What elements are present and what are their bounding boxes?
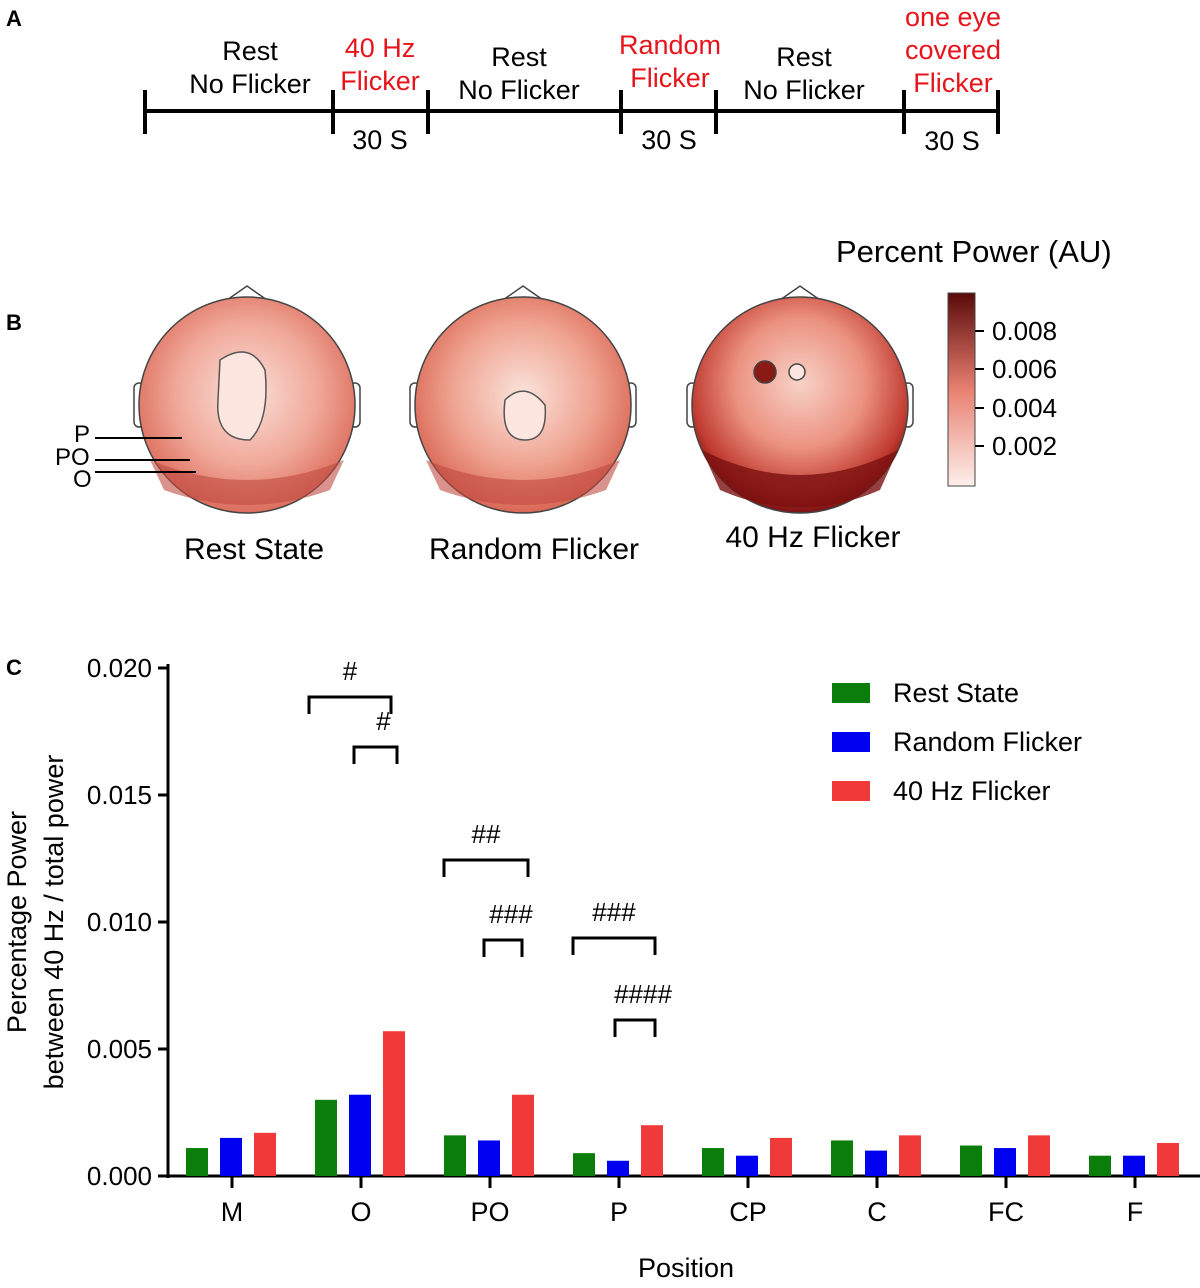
- x-axis-label: Position: [638, 1253, 734, 1283]
- x-tick-label: PO: [470, 1197, 509, 1227]
- bar-random-flicker: [478, 1140, 500, 1176]
- map-title-40hz: 40 Hz Flicker: [725, 521, 901, 554]
- electrode-lines: [95, 437, 196, 473]
- legend-label: 40 Hz Flicker: [893, 776, 1051, 806]
- bar-40-hz-flicker: [1028, 1135, 1050, 1176]
- colorbar-tick-label: 0.004: [992, 393, 1058, 423]
- legend-label: Rest State: [893, 678, 1019, 708]
- x-tick-label: CP: [729, 1197, 767, 1227]
- y-axis-label-line2: between 40 Hz / total power: [39, 755, 69, 1090]
- legend-swatch: [832, 781, 870, 801]
- y-tick-label: 0.000: [87, 1161, 152, 1191]
- x-tick-label: F: [1127, 1197, 1144, 1227]
- bar-rest-state: [573, 1153, 595, 1176]
- significance-label: #: [376, 706, 391, 736]
- segment-rest-2: Rest No Flicker: [458, 42, 580, 105]
- bar-rest-state: [960, 1145, 982, 1176]
- significance-label: ##: [472, 819, 501, 849]
- legend-label: Random Flicker: [893, 727, 1082, 757]
- legend-swatch: [832, 683, 870, 703]
- significance-label: ####: [614, 979, 672, 1009]
- panel-a-letter: A: [6, 6, 22, 31]
- x-tick-label: C: [867, 1197, 887, 1227]
- segment-rest-3: Rest No Flicker: [743, 42, 865, 105]
- bar-random-flicker: [607, 1160, 629, 1176]
- bar-40-hz-flicker: [641, 1125, 663, 1176]
- bar-rest-state: [315, 1099, 337, 1176]
- timeline-ticks: [143, 90, 1000, 134]
- colorbar-tick-label: 0.002: [992, 431, 1058, 461]
- colorbar-title: Percent Power (AU): [836, 234, 1112, 269]
- bar-rest-state: [702, 1148, 724, 1176]
- panel-c-letter: C: [6, 655, 22, 680]
- legend-swatch: [832, 732, 870, 752]
- duration-random: 30 S: [641, 125, 697, 155]
- significance-bracket: [482, 938, 524, 957]
- bar-rest-state: [831, 1140, 853, 1176]
- map-title-rest: Rest State: [183, 533, 325, 566]
- bar-40-hz-flicker: [1157, 1142, 1179, 1176]
- bar-rest-state: [186, 1148, 208, 1176]
- electrode-label-o: O: [73, 466, 92, 493]
- y-tick-label: 0.010: [87, 907, 152, 937]
- segment-40hz: 40 Hz Flicker: [340, 33, 420, 96]
- bar-random-flicker: [220, 1137, 242, 1176]
- significance-bracket: [307, 695, 393, 714]
- electrode-label-po: PO: [55, 444, 90, 471]
- bar-40-hz-flicker: [899, 1135, 921, 1176]
- head-random-flicker: [409, 285, 637, 514]
- electrode-label-p: P: [74, 421, 91, 448]
- bar-random-flicker: [736, 1155, 758, 1176]
- bar-40-hz-flicker: [383, 1031, 405, 1176]
- significance-bracket: [352, 745, 399, 764]
- duration-40hz: 30 S: [352, 125, 408, 155]
- bar-random-flicker: [865, 1150, 887, 1176]
- bar-random-flicker: [994, 1148, 1016, 1176]
- x-tick-label: O: [350, 1197, 371, 1227]
- segment-rest-1: Rest No Flicker: [189, 36, 311, 99]
- significance-bracket: [571, 936, 657, 955]
- duration-one-eye: 30 S: [924, 126, 980, 156]
- y-tick-label: 0.005: [87, 1034, 152, 1064]
- topographic-maps: [95, 285, 984, 514]
- bar-40-hz-flicker: [254, 1132, 276, 1176]
- head-40hz-flicker: [686, 285, 914, 514]
- significance-label: ###: [592, 897, 636, 927]
- segment-random: Random Flicker: [618, 30, 722, 93]
- x-tick-label: FC: [988, 1197, 1024, 1227]
- panel-b-letter: B: [6, 310, 22, 335]
- colorbar-tick-label: 0.008: [992, 316, 1058, 346]
- significance-label: ###: [489, 899, 533, 929]
- x-tick-label: M: [221, 1197, 244, 1227]
- bar-rest-state: [444, 1135, 466, 1176]
- bar-random-flicker: [1123, 1155, 1145, 1176]
- y-axis-label-line1: Percentage Power: [2, 811, 32, 1033]
- colorbar: [947, 292, 976, 487]
- bar-40-hz-flicker: [770, 1137, 792, 1176]
- bar-random-flicker: [349, 1094, 371, 1176]
- significance-bracket: [442, 858, 530, 877]
- colorbar-tick-label: 0.006: [992, 354, 1058, 384]
- head-rest-state: [133, 285, 361, 514]
- significance-bracket: [613, 1018, 657, 1037]
- map-title-random: Random Flicker: [428, 533, 640, 566]
- significance-label: #: [343, 656, 358, 686]
- colorbar-ticks: [975, 330, 984, 447]
- timeline: [143, 90, 1000, 134]
- bar-rest-state: [1089, 1155, 1111, 1176]
- y-tick-label: 0.015: [87, 780, 152, 810]
- x-tick-label: P: [610, 1197, 628, 1227]
- y-tick-label: 0.020: [87, 653, 152, 683]
- bar-40-hz-flicker: [512, 1094, 534, 1176]
- segment-one-eye: one eye covered Flicker: [904, 2, 1002, 98]
